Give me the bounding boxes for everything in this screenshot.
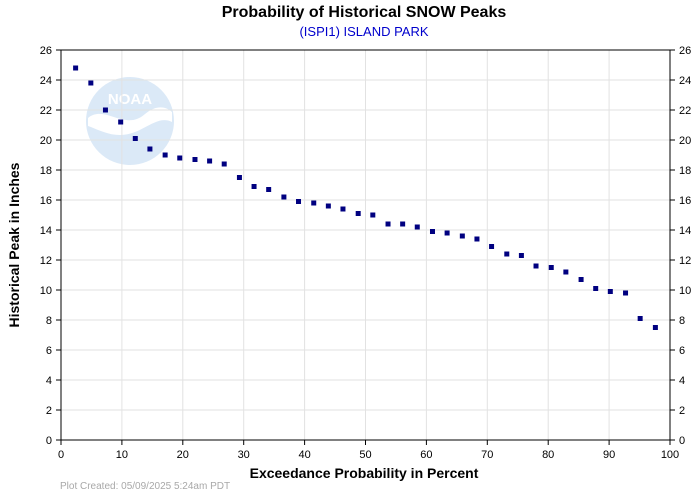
x-tick-label: 70: [481, 449, 493, 461]
left-y-tick-label: 8: [46, 315, 52, 327]
right-y-tick-label: 22: [679, 105, 691, 117]
right-y-tick-label: 16: [679, 195, 691, 207]
data-point: [504, 251, 510, 257]
y-axis-label: Historical Peak in Inches: [6, 162, 22, 327]
left-y-tick-label: 14: [40, 225, 52, 237]
data-point: [623, 290, 629, 296]
data-point: [518, 253, 524, 258]
left-y-tick-label: 4: [46, 375, 52, 387]
right-y-tick-label: 8: [679, 315, 685, 327]
data-point: [296, 199, 302, 204]
noaa-logo-icon: NOAA: [86, 77, 174, 165]
data-point: [444, 230, 450, 236]
right-y-tick-label: 24: [679, 75, 691, 87]
x-tick-labels: 0 10 20 30 40 50 60 70 80 90 100: [58, 449, 679, 461]
x-tick-label: 100: [661, 449, 679, 461]
grid-lines: [61, 50, 670, 440]
data-point: [251, 184, 257, 189]
noaa-logo-text: NOAA: [108, 91, 152, 108]
data-point: [266, 187, 272, 192]
data-point: [118, 119, 124, 125]
right-y-tick-label: 2: [679, 405, 685, 417]
data-point: [489, 244, 495, 249]
data-point: [593, 286, 599, 291]
data-point: [400, 221, 406, 227]
plot-created-footer: Plot Created: 05/09/2025 5:24am PDT: [60, 481, 230, 492]
x-tick-label: 60: [420, 449, 432, 461]
data-point: [355, 211, 361, 216]
data-point: [207, 158, 213, 164]
data-point: [414, 224, 420, 230]
data-point: [132, 136, 138, 141]
x-axis-label: Exceedance Probability in Percent: [250, 465, 479, 481]
chart-title: Probability of Historical SNOW Peaks: [222, 4, 507, 21]
left-y-tick-label: 22: [40, 105, 52, 117]
data-point: [311, 200, 317, 206]
data-point: [385, 221, 391, 227]
x-tick-label: 30: [238, 449, 250, 461]
axis-ticks: [56, 49, 675, 445]
data-point: [102, 107, 108, 113]
data-point: [563, 269, 569, 275]
chart-subtitle: (ISPI1) ISLAND PARK: [299, 24, 428, 39]
data-point: [192, 157, 198, 162]
data-point: [637, 316, 643, 321]
left-y-tick-label: 20: [40, 135, 52, 147]
x-tick-label: 10: [116, 449, 128, 461]
right-y-tick-label: 6: [679, 345, 685, 357]
right-y-tick-label: 18: [679, 165, 691, 177]
data-point: [177, 155, 183, 161]
left-y-tick-label: 12: [40, 255, 52, 267]
data-point: [652, 325, 658, 330]
left-y-tick-label: 24: [40, 75, 52, 87]
right-y-tick-label: 4: [679, 375, 685, 387]
left-y-tick-label: 2: [46, 405, 52, 417]
data-points: [73, 65, 658, 330]
data-point: [459, 233, 465, 239]
data-point: [607, 289, 613, 294]
data-point: [429, 229, 435, 234]
data-point: [73, 65, 79, 71]
x-tick-label: 80: [542, 449, 554, 461]
data-point: [236, 175, 242, 180]
data-point: [340, 206, 346, 212]
x-tick-label: 90: [603, 449, 615, 461]
data-point: [370, 212, 376, 218]
x-tick-label: 50: [359, 449, 371, 461]
left-y-tick-label: 10: [40, 285, 52, 297]
data-point: [533, 263, 539, 269]
x-tick-label: 40: [298, 449, 310, 461]
data-point: [548, 265, 554, 270]
right-y-tick-label: 12: [679, 255, 691, 267]
left-y-tick-label: 0: [46, 435, 52, 447]
data-point: [578, 277, 584, 282]
right-y-tick-label: 14: [679, 225, 691, 237]
data-point: [281, 194, 287, 200]
right-y-tick-label: 0: [679, 435, 685, 447]
left-y-tick-label: 26: [40, 45, 52, 57]
x-tick-label: 0: [58, 449, 64, 461]
data-point: [147, 146, 153, 152]
right-y-tick-label: 10: [679, 285, 691, 297]
data-point: [88, 80, 94, 86]
left-y-tick-label: 16: [40, 195, 52, 207]
data-point: [162, 152, 168, 158]
data-point: [221, 161, 227, 167]
x-tick-label: 20: [177, 449, 189, 461]
left-y-tick-label: 18: [40, 165, 52, 177]
data-point: [325, 203, 331, 209]
right-y-tick-label: 20: [679, 135, 691, 147]
right-y-tick-label: 26: [679, 45, 691, 57]
noaa-logo-wave: [88, 107, 172, 136]
data-point: [474, 236, 480, 242]
left-y-tick-label: 6: [46, 345, 52, 357]
